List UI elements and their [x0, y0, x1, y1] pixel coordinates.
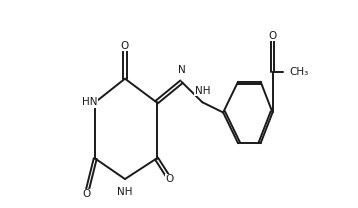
Text: O: O: [165, 174, 174, 184]
Text: N: N: [178, 65, 185, 75]
Text: NH: NH: [195, 85, 210, 95]
Text: HN: HN: [82, 97, 98, 107]
Text: NH: NH: [117, 187, 133, 197]
Text: O: O: [268, 31, 277, 41]
Text: CH₃: CH₃: [289, 67, 308, 77]
Text: O: O: [82, 189, 91, 199]
Text: O: O: [121, 41, 129, 51]
